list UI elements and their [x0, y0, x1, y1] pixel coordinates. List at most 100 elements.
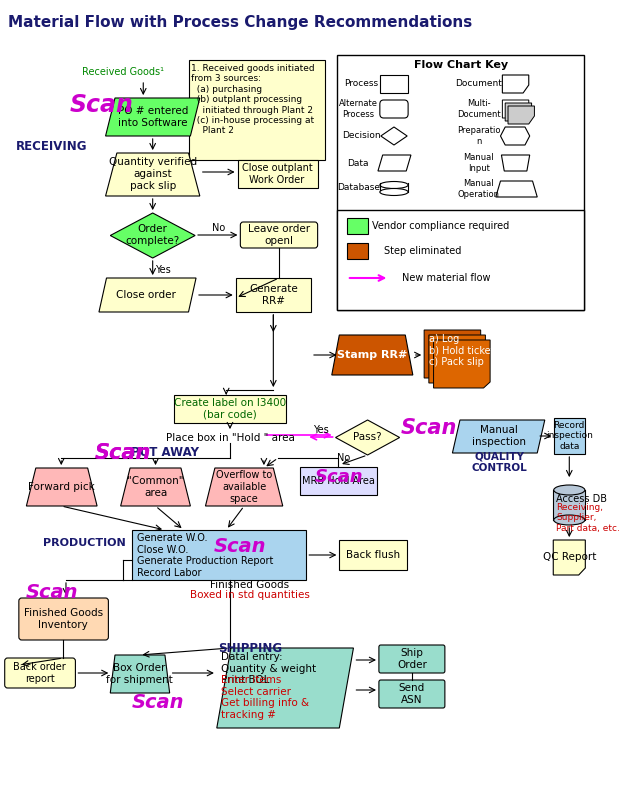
Text: Manual
Operation: Manual Operation [458, 179, 500, 198]
FancyBboxPatch shape [188, 60, 325, 160]
FancyBboxPatch shape [300, 467, 377, 495]
Text: No: No [212, 223, 225, 233]
FancyBboxPatch shape [380, 183, 408, 193]
Text: Overflow to
available
space: Overflow to available space [216, 471, 272, 504]
Polygon shape [424, 330, 481, 378]
Polygon shape [429, 335, 485, 383]
FancyBboxPatch shape [5, 658, 75, 688]
Polygon shape [503, 75, 529, 93]
FancyBboxPatch shape [379, 680, 445, 708]
Polygon shape [553, 540, 585, 575]
Text: RECEIVING: RECEIVING [16, 140, 88, 154]
Polygon shape [106, 98, 200, 136]
Text: Scan: Scan [70, 93, 134, 117]
Text: Database: Database [337, 182, 379, 191]
Text: Boxed in std quantities: Boxed in std quantities [190, 590, 310, 600]
Text: Material Flow with Process Change Recommendations: Material Flow with Process Change Recomm… [8, 15, 472, 30]
Text: Send
ASN: Send ASN [399, 683, 425, 705]
FancyBboxPatch shape [380, 100, 408, 118]
Text: No: No [337, 453, 351, 463]
Polygon shape [26, 468, 97, 506]
Text: Pass?: Pass? [353, 432, 382, 442]
Text: Decision: Decision [342, 131, 381, 140]
Polygon shape [378, 155, 411, 171]
Polygon shape [110, 213, 195, 258]
Text: Flow Chart Key: Flow Chart Key [414, 60, 508, 70]
Polygon shape [434, 340, 490, 388]
Text: Record
inspection
data: Record inspection data [546, 421, 593, 451]
FancyBboxPatch shape [19, 598, 108, 640]
Text: Close order: Close order [116, 290, 176, 300]
Text: Scan: Scan [132, 693, 185, 713]
Polygon shape [217, 648, 354, 728]
Text: Back order
report: Back order report [13, 663, 66, 684]
Text: PRODUCTION: PRODUCTION [43, 538, 126, 548]
Polygon shape [381, 127, 407, 145]
Polygon shape [496, 181, 537, 197]
Text: Quantity verified
against
pack slip: Quantity verified against pack slip [109, 157, 197, 190]
Text: Manual
inspection: Manual inspection [471, 425, 526, 447]
Text: Received Goods¹: Received Goods¹ [81, 67, 163, 77]
FancyBboxPatch shape [347, 218, 367, 234]
Polygon shape [503, 100, 529, 118]
Text: Finished Goods: Finished Goods [210, 580, 289, 590]
Polygon shape [106, 153, 200, 196]
Polygon shape [336, 420, 399, 455]
Polygon shape [110, 655, 170, 693]
FancyBboxPatch shape [554, 418, 585, 454]
Text: Multi-
Document: Multi- Document [457, 100, 501, 119]
Text: PUT AWAY: PUT AWAY [131, 446, 199, 458]
Text: Document: Document [455, 79, 502, 88]
Text: Manual
Input: Manual Input [463, 153, 494, 173]
FancyBboxPatch shape [175, 395, 285, 423]
Text: Datal entry:
Quantity & weight
Print BOL: Datal entry: Quantity & weight Print BOL [222, 652, 317, 685]
Text: Finished Goods
Inventory: Finished Goods Inventory [24, 608, 103, 630]
Polygon shape [505, 103, 531, 121]
Text: a) Log
b) Hold ticket
c) Pack slip: a) Log b) Hold ticket c) Pack slip [429, 334, 495, 367]
Polygon shape [121, 468, 190, 506]
Polygon shape [99, 278, 196, 312]
FancyBboxPatch shape [237, 160, 317, 188]
Text: Scan: Scan [95, 443, 151, 463]
Text: Box Order
for shipment: Box Order for shipment [106, 663, 173, 684]
Text: Leave order
openl: Leave order openl [248, 224, 310, 245]
FancyBboxPatch shape [337, 55, 584, 310]
Text: Yes: Yes [312, 425, 328, 435]
FancyBboxPatch shape [235, 278, 311, 312]
Text: Order
complete?: Order complete? [126, 224, 180, 245]
Text: Receiving,
Supplier,
Part data, etc.: Receiving, Supplier, Part data, etc. [556, 503, 620, 533]
Text: PO # entered
into Software: PO # entered into Software [118, 106, 188, 128]
Polygon shape [508, 106, 535, 124]
Text: QUALITY
CONTROL: QUALITY CONTROL [471, 451, 528, 473]
Text: Generate W.O.
Close W.O.
Generate Production Report
Record Labor: Generate W.O. Close W.O. Generate Produc… [136, 533, 273, 578]
Text: Close outplant
Work Order: Close outplant Work Order [242, 163, 312, 185]
Text: QC Report: QC Report [543, 552, 596, 562]
Text: Enter items
Select carrier
Get billing info &
tracking #: Enter items Select carrier Get billing i… [222, 675, 310, 720]
Text: Scan: Scan [401, 418, 457, 438]
Text: Place box in "Hold " area: Place box in "Hold " area [165, 433, 294, 443]
Text: SHIPPING: SHIPPING [218, 642, 282, 654]
Text: Step eliminated: Step eliminated [384, 246, 461, 256]
Ellipse shape [554, 485, 585, 495]
Polygon shape [205, 468, 283, 506]
Polygon shape [500, 127, 530, 145]
Text: Scan: Scan [315, 468, 364, 486]
FancyBboxPatch shape [240, 222, 317, 248]
Text: Ship
Order: Ship Order [397, 648, 427, 670]
Text: Process: Process [344, 79, 378, 88]
Text: Data: Data [347, 159, 369, 168]
FancyBboxPatch shape [553, 490, 585, 520]
FancyBboxPatch shape [380, 75, 408, 93]
FancyBboxPatch shape [339, 540, 407, 570]
Text: Forward pick: Forward pick [28, 482, 95, 492]
Text: Generate
RR#: Generate RR# [249, 284, 298, 306]
Ellipse shape [380, 189, 408, 195]
Text: Preparatio
n: Preparatio n [457, 126, 501, 146]
Polygon shape [453, 420, 545, 453]
Text: New material flow: New material flow [401, 273, 490, 283]
FancyBboxPatch shape [337, 210, 584, 310]
Text: 1. Received goods initiated
from 3 sources:
  (a) purchasing
  (b) outplant proc: 1. Received goods initiated from 3 sourc… [192, 64, 315, 135]
Polygon shape [332, 335, 413, 375]
Text: Access DB: Access DB [556, 494, 607, 504]
Text: Stamp RR#: Stamp RR# [337, 350, 408, 360]
